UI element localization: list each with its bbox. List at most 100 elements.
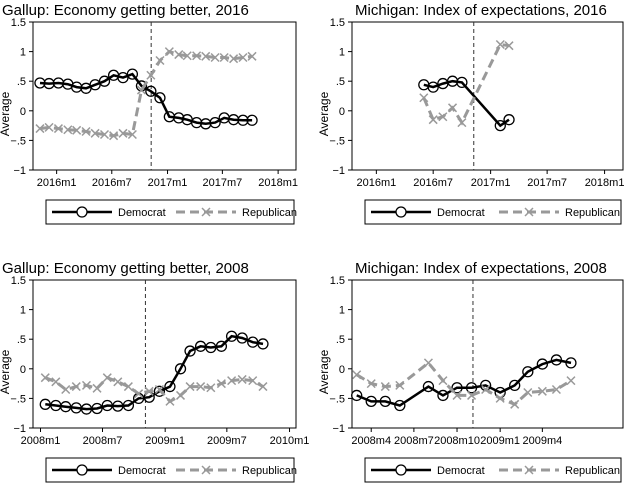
y-tick-label: 1.5 xyxy=(11,17,26,29)
republican-point xyxy=(123,382,133,392)
democrat-point xyxy=(465,382,478,394)
plot-frame xyxy=(351,21,624,171)
democrat-point xyxy=(153,385,166,397)
republican-point xyxy=(113,377,123,387)
republican-point xyxy=(35,124,45,134)
legend-label-democrat: Democrat xyxy=(118,465,166,477)
republican-point xyxy=(210,52,220,63)
republican-point xyxy=(248,376,258,386)
democrat-point xyxy=(60,401,72,413)
republican-point xyxy=(71,382,81,392)
republican-point xyxy=(144,386,154,396)
republican-point xyxy=(448,103,458,113)
x-tick-label: 2009m4 xyxy=(522,435,562,447)
democrat-point xyxy=(145,85,157,97)
plot-frame xyxy=(32,279,297,429)
democrat-point xyxy=(215,340,228,352)
legend-label-democrat: Democrat xyxy=(118,207,166,219)
x-tick-label: 2008m1 xyxy=(21,435,61,447)
democrat-point xyxy=(394,399,406,412)
republican-point xyxy=(99,129,110,140)
democrat-point xyxy=(427,81,439,93)
y-axis-label: Average xyxy=(317,91,331,136)
republican-point xyxy=(155,55,165,66)
democrat-point xyxy=(365,395,377,408)
democrat-point xyxy=(246,114,258,126)
x-tick-label: 2018m1 xyxy=(258,177,298,189)
republican-point xyxy=(510,399,520,409)
republican-point xyxy=(196,382,206,392)
democrat-point xyxy=(209,116,221,129)
x-tick-label: 2010m1 xyxy=(270,435,310,447)
legend: Democrat Republican xyxy=(364,457,622,483)
republican-point xyxy=(53,124,63,134)
legend-label-republican: Republican xyxy=(242,465,297,477)
republican-point xyxy=(44,122,54,132)
y-axis-label: Average xyxy=(317,349,331,394)
legend-marker-republican xyxy=(524,465,534,475)
democrat-point xyxy=(174,363,187,375)
democrat-point xyxy=(456,76,468,89)
democrat-point xyxy=(237,114,249,126)
republican-point xyxy=(164,47,174,57)
democrat-point xyxy=(164,380,176,393)
republican-point xyxy=(63,125,73,135)
y-tick-label: 0 xyxy=(339,364,345,376)
republican-point xyxy=(419,93,429,103)
y-tick-label: 1.5 xyxy=(11,275,26,287)
republican-point xyxy=(467,390,477,400)
republican-point xyxy=(481,384,491,395)
plot-frame xyxy=(351,279,624,429)
x-tick-label: 2018m1 xyxy=(585,177,625,189)
democrat-point xyxy=(503,114,515,126)
democrat-point xyxy=(509,379,521,392)
y-tick-label: 0 xyxy=(20,106,26,118)
republican-point xyxy=(51,377,61,387)
y-tick-label: −.5 xyxy=(329,135,345,147)
republican-point xyxy=(566,376,576,386)
republican-point xyxy=(247,51,257,61)
legend: Democrat Republican xyxy=(45,199,297,225)
republican-point xyxy=(229,54,239,64)
republican-point xyxy=(40,373,50,383)
republican-point xyxy=(136,85,147,95)
legend: Democrat Republican xyxy=(364,199,622,225)
y-tick-label: 1 xyxy=(339,305,345,317)
y-tick-label: 1 xyxy=(20,305,26,317)
x-tick-label: 2017m1 xyxy=(148,177,188,189)
democrat-point xyxy=(351,389,363,402)
democrat-point xyxy=(39,398,51,410)
republican-point xyxy=(102,373,112,383)
democrat-point xyxy=(34,77,46,89)
republican-point xyxy=(523,387,533,398)
y-tick-label: −1 xyxy=(13,423,26,435)
panel-title: Michigan: Index of expectations, 2008 xyxy=(355,260,607,277)
republican-point xyxy=(146,70,156,80)
republican-point xyxy=(175,390,186,400)
republican-point xyxy=(352,370,362,380)
x-tick-label: 2017m7 xyxy=(202,177,242,189)
y-tick-label: −1 xyxy=(332,423,345,435)
legend-marker-republican xyxy=(201,207,211,217)
legend-label-democrat: Democrat xyxy=(437,465,485,477)
y-tick-label: 1.5 xyxy=(330,275,345,287)
legend-marker-democrat xyxy=(76,206,88,218)
republican-point xyxy=(90,128,100,138)
chart-panel-2: Michigan: Index of expectations, 2016 −1 −… xyxy=(317,2,625,225)
democrat-point xyxy=(225,330,238,342)
republican-point xyxy=(237,374,247,384)
y-tick-label: 1 xyxy=(339,47,345,59)
x-tick-label: 2016m1 xyxy=(356,177,396,189)
democrat-point xyxy=(205,341,217,354)
x-tick-label: 2017m1 xyxy=(471,177,511,189)
democrat-point xyxy=(536,358,549,370)
y-tick-label: −1 xyxy=(13,165,26,177)
republican-point xyxy=(504,41,514,51)
democrat-point xyxy=(122,399,135,412)
y-axis-label: Average xyxy=(0,91,12,136)
republican-point xyxy=(537,386,547,396)
republican-point xyxy=(92,383,102,393)
x-tick-label: 2017m7 xyxy=(527,177,567,189)
x-tick-label: 2016m7 xyxy=(92,177,132,189)
